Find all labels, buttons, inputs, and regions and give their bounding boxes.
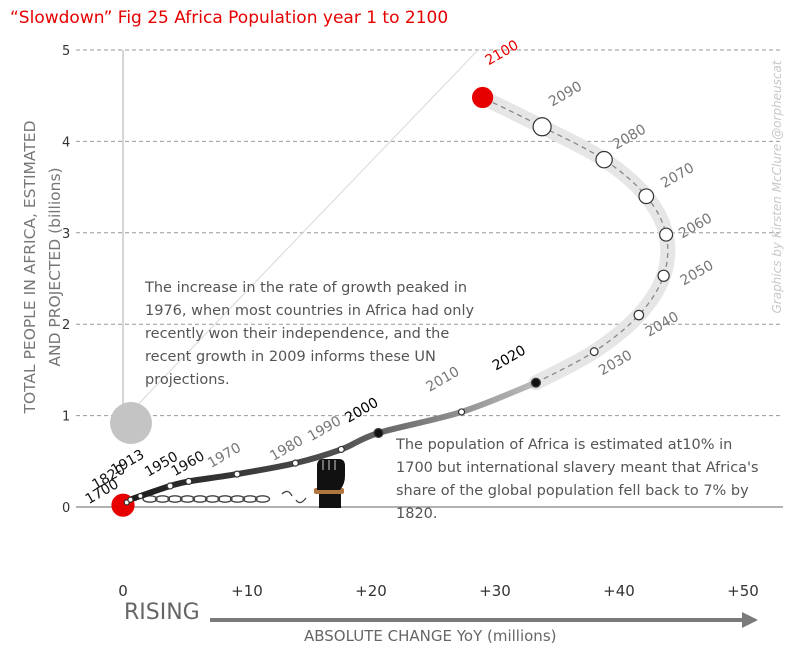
- broken-chain-icon: [142, 490, 307, 504]
- chart-title: “Slowdown” Fig 25 Africa Population year…: [10, 8, 449, 28]
- point-label-1970: 1970: [205, 440, 244, 472]
- y-tick-label: 2: [62, 318, 70, 333]
- point-2100: [472, 86, 494, 109]
- point-2030: [589, 347, 599, 357]
- point-1980: [291, 459, 299, 467]
- x-tick-label: +30: [479, 582, 511, 600]
- chain-link: [167, 495, 183, 503]
- chain-link: [229, 495, 246, 503]
- chain-break: [281, 490, 307, 504]
- point-2080: [595, 150, 613, 169]
- x-tick-label: 0: [118, 582, 128, 600]
- diagonal-guide-line: [122, 49, 479, 421]
- y-axis-label-line2: AND PROJECTED (billions): [46, 167, 64, 367]
- fist-hand: [317, 459, 345, 490]
- point-label-2090: 2090: [546, 79, 585, 111]
- point-label-2070: 2070: [658, 160, 697, 192]
- chain-link: [242, 495, 258, 503]
- x-tick-label: +10: [231, 582, 263, 600]
- point-2090: [532, 117, 552, 137]
- point-1960: [185, 477, 193, 486]
- chain-link: [179, 495, 196, 503]
- point-2010: [457, 408, 466, 416]
- chain-link: [154, 495, 171, 503]
- point-1990: [337, 445, 345, 454]
- point-label-2000: 2000: [342, 395, 381, 427]
- data-points: [111, 86, 674, 517]
- x-axis-label: ABSOLUTE CHANGE YoY (millions): [304, 627, 557, 645]
- point-2050: [657, 269, 670, 282]
- point-1950: [166, 482, 174, 490]
- chain-link: [217, 495, 233, 503]
- grid-lines: [76, 49, 783, 508]
- baseline-bubble: [110, 402, 152, 444]
- x-tick-label: +20: [355, 582, 387, 600]
- point-1820: [127, 496, 134, 503]
- x-tick-label: +50: [727, 582, 759, 600]
- x-axis-arrow: [210, 612, 758, 628]
- point-label-1913: 1913: [108, 447, 147, 479]
- y-tick-label: 3: [62, 227, 70, 242]
- point-2070: [638, 188, 655, 205]
- point-label-2100: 2100: [483, 37, 522, 69]
- raised-fist-icon: [314, 459, 345, 508]
- y-tick-label: 1: [62, 410, 70, 425]
- point-2040: [633, 309, 645, 321]
- point-label-1990: 1990: [305, 413, 344, 445]
- x-arrow-label: RISING: [124, 600, 200, 625]
- chain-link: [254, 495, 271, 503]
- point-1970: [233, 470, 241, 478]
- point-2000: [373, 427, 384, 439]
- fist-wrist: [319, 490, 341, 508]
- chain-link: [204, 495, 221, 503]
- chain-link: [192, 495, 208, 503]
- y-tick-label: 5: [62, 44, 70, 59]
- point-2060: [659, 227, 674, 242]
- point-2020: [530, 377, 542, 388]
- point-1913: [137, 492, 144, 500]
- y-axis-label-line1: TOTAL PEOPLE IN AFRICA, ESTIMATED: [21, 120, 39, 414]
- annotation-slavery: The population of Africa is estimated at…: [396, 437, 759, 522]
- point-label-2060: 2060: [676, 210, 715, 242]
- x-tick-label: +40: [603, 582, 635, 600]
- annotation-peak: The increase in the rate of growth peake…: [145, 280, 475, 388]
- y-axis-label: TOTAL PEOPLE IN AFRICA, ESTIMATED AND PRO…: [18, 120, 68, 413]
- credit: Graphics by Kirsten McClure @orpheuscat: [770, 60, 784, 314]
- point-label-2050: 2050: [678, 258, 717, 290]
- point-label-2080: 2080: [610, 121, 649, 153]
- axis-ticks: 0 1 2 3 4 5 0 +10 +20 +30 +40 +50: [62, 44, 759, 600]
- y-tick-label: 0: [62, 501, 70, 516]
- y-tick-label: 4: [62, 135, 70, 150]
- point-label-2020: 2020: [490, 342, 529, 374]
